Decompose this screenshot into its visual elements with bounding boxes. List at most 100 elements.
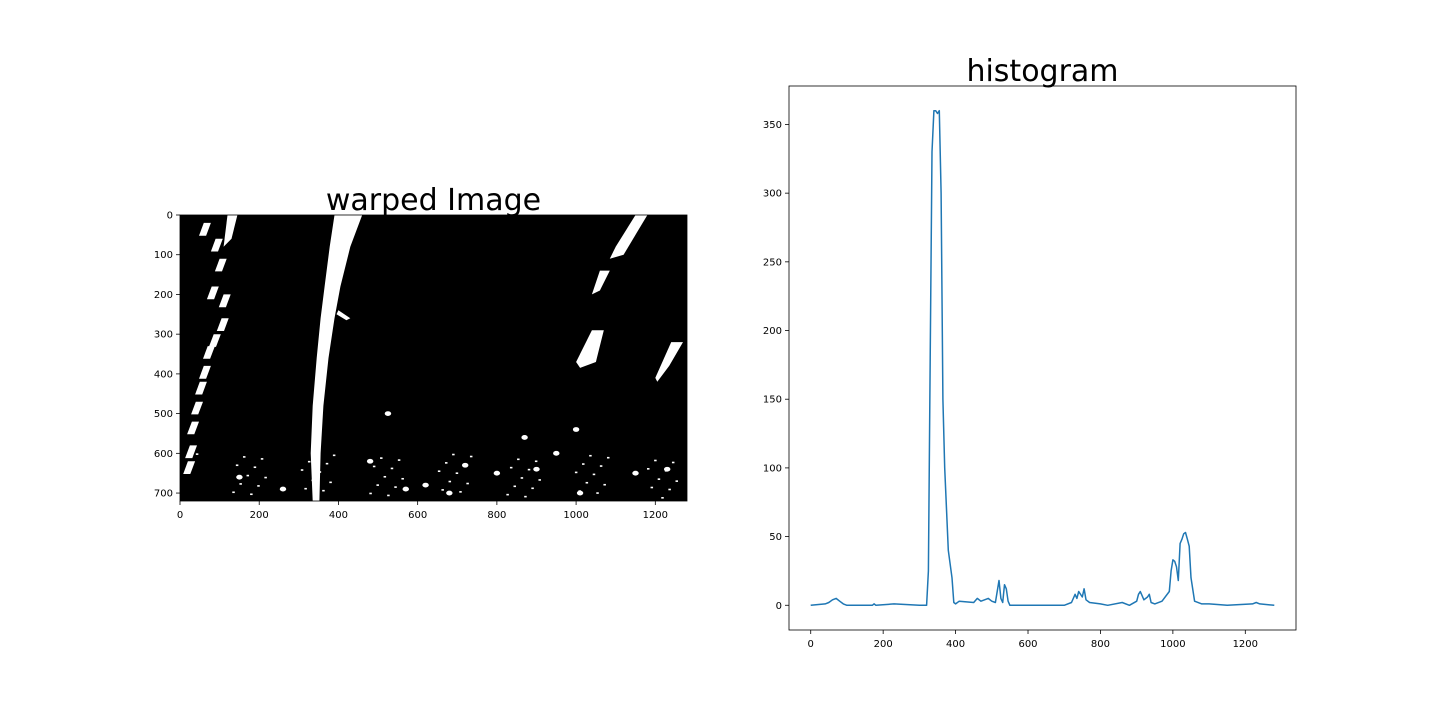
x-tick-label: 1000 <box>1160 639 1185 650</box>
noise-speck <box>582 463 585 465</box>
noise-speck <box>401 477 404 480</box>
noise-speck <box>650 486 654 489</box>
noise-blob <box>279 486 287 492</box>
noise-blob <box>422 482 429 488</box>
noise-speck <box>315 498 318 500</box>
x-tick-label: 0 <box>808 639 814 650</box>
noise-speck <box>517 458 520 461</box>
noise-speck <box>527 468 531 471</box>
noise-speck <box>380 457 383 459</box>
image-frame <box>179 214 688 502</box>
noise-blob <box>521 435 528 440</box>
right-edge-mark <box>655 342 683 382</box>
noise-speck <box>369 492 372 495</box>
noise-speck <box>372 465 376 468</box>
x-tick-label: 200 <box>874 639 893 650</box>
x-tick-label: 0 <box>177 510 183 521</box>
noise-speck <box>455 472 459 474</box>
x-tick-label: 200 <box>250 510 269 521</box>
y-tick-label: 0 <box>167 211 173 222</box>
noise-speck <box>592 473 596 476</box>
noise-speck <box>668 488 671 491</box>
noise-speck <box>459 491 462 493</box>
y-tick-label: 200 <box>763 326 782 337</box>
noise-speck <box>599 465 603 467</box>
y-tick-label: 100 <box>763 463 782 474</box>
noise-speck <box>387 494 390 497</box>
noise-speck <box>397 459 401 461</box>
y-tick-label: 500 <box>154 409 173 420</box>
noise-blob <box>553 450 560 456</box>
noise-blob <box>446 490 453 496</box>
y-tick-label: 50 <box>769 532 782 543</box>
y-tick-label: 350 <box>763 120 782 131</box>
left-edge-mark <box>195 381 207 395</box>
noise-speck <box>596 492 599 494</box>
left-edge-mark <box>199 365 211 379</box>
left-edge-mark <box>199 222 211 236</box>
noise-blob <box>402 486 409 492</box>
noise-speck <box>444 462 448 464</box>
left-edge-mark <box>216 318 229 331</box>
noise-speck <box>520 477 524 479</box>
noise-speck <box>657 478 661 480</box>
noise-speck <box>671 461 675 464</box>
noise-blob <box>533 466 540 472</box>
noise-speck <box>264 476 267 479</box>
noise-speck <box>534 460 538 463</box>
noise-speck <box>574 471 578 474</box>
noise-speck <box>246 474 250 477</box>
noise-speck <box>437 470 441 473</box>
x-tick-label: 800 <box>487 510 506 521</box>
y-tick-label: 100 <box>154 250 173 261</box>
noise-blob <box>576 490 584 496</box>
left-edge-mark <box>206 286 219 300</box>
image-title: warped Image <box>326 183 541 218</box>
noise-speck <box>307 460 311 463</box>
noise-speck <box>390 467 394 470</box>
left-edge-mark <box>187 421 199 435</box>
y-tick-label: 200 <box>154 290 173 301</box>
right-lane-dash <box>609 215 648 259</box>
right-lane-dash <box>576 330 604 368</box>
noise-speck <box>585 481 589 484</box>
left-edge-mark <box>214 258 227 272</box>
x-tick-label: 1000 <box>563 510 588 521</box>
x-tick-label: 400 <box>329 510 348 521</box>
noise-blob <box>493 470 501 476</box>
x-tick-label: 800 <box>1091 639 1110 650</box>
left-edge-mark <box>223 215 238 247</box>
noise-speck <box>654 459 657 462</box>
noise-speck <box>260 458 264 460</box>
noise-speck <box>606 456 610 459</box>
noise-speck <box>322 489 325 492</box>
left-lane-line <box>310 215 363 501</box>
image-background <box>180 215 687 501</box>
noise-speck <box>253 466 257 469</box>
noise-speck <box>304 487 307 490</box>
noise-speck <box>235 464 239 467</box>
noise-speck <box>603 483 606 486</box>
y-tick-label: 600 <box>154 449 173 460</box>
left-edge-mark <box>218 294 231 308</box>
noise-speck <box>329 481 332 484</box>
plot-area <box>788 85 1297 631</box>
noise-speck <box>332 454 336 457</box>
noise-speck <box>513 485 517 488</box>
x-tick-label: 1200 <box>643 510 668 521</box>
x-tick-label: 400 <box>946 639 965 650</box>
y-tick-label: 700 <box>154 489 173 500</box>
y-tick-label: 250 <box>763 257 782 268</box>
left-edge-mark <box>183 461 196 474</box>
noise-speck <box>646 468 650 470</box>
x-tick-label: 600 <box>1018 639 1037 650</box>
noise-speck <box>462 464 466 466</box>
noise-speck <box>325 462 329 465</box>
noise-speck <box>195 453 199 455</box>
noise-speck <box>376 484 379 486</box>
noise-speck <box>469 455 473 458</box>
y-tick-label: 150 <box>763 395 782 406</box>
noise-speck <box>524 495 527 498</box>
y-tick-label: 400 <box>154 369 173 380</box>
noise-speck <box>466 482 469 485</box>
